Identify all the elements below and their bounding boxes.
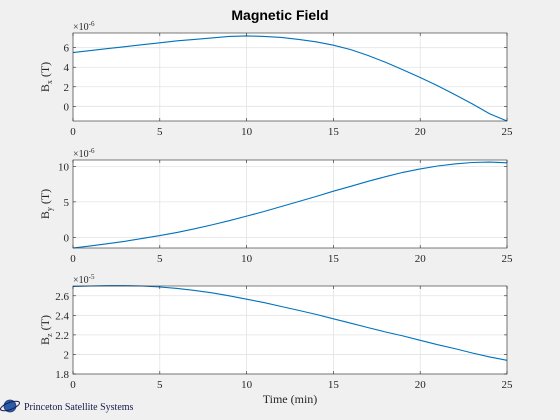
x-tick-label: 10	[241, 379, 253, 391]
globe-orbit-icon	[0, 399, 20, 413]
y-tick-label: 6	[64, 43, 70, 55]
y-tick-label: 0	[64, 232, 70, 244]
y-tick-label: 2.2	[55, 330, 69, 342]
x-tick-label: 15	[328, 126, 340, 138]
x-tick-label: 0	[70, 253, 76, 265]
chart-title: Magnetic Field	[231, 7, 328, 23]
y-tick-label: 10	[58, 161, 70, 173]
y-exponent-label: ×10-5	[73, 273, 95, 286]
x-tick-label: 10	[241, 253, 253, 265]
logo: Princeton Satellite Systems	[0, 399, 134, 413]
x-tick-label: 15	[328, 379, 340, 391]
x-tick-label: 20	[415, 379, 427, 391]
plot-area	[73, 33, 507, 121]
x-tick-label: 25	[502, 253, 514, 265]
series-line	[72, 35, 508, 122]
y-exponent-label: ×10-6	[73, 20, 95, 33]
x-tick-label: 25	[502, 379, 514, 391]
axes-frame	[72, 32, 508, 122]
y-tick-label: 2.4	[55, 310, 69, 322]
axes-3: 0 5 10 15 20 25 1.8 2 2.2 2.4 2.6 ×10-5 Bz (T) Time (…	[38, 273, 513, 406]
plot-area	[73, 286, 507, 374]
y-tick-label: 1.8	[55, 369, 69, 381]
series-line	[72, 161, 508, 249]
y-tick-label: 2.6	[55, 291, 69, 303]
y-tick-label: 4	[64, 62, 70, 74]
x-axis-label: Time (min)	[263, 392, 318, 406]
x-tick-label: 0	[70, 379, 76, 391]
x-tick-label: 5	[157, 126, 163, 138]
axes-frame	[72, 159, 508, 249]
y-axis-label: Bz (T)	[38, 315, 54, 345]
y-axis-label: Bx (T)	[38, 62, 54, 92]
x-tick-label: 25	[502, 126, 514, 138]
axes-frame	[72, 285, 508, 375]
x-tick-label: 20	[415, 253, 427, 265]
y-exponent-label: ×10-6	[73, 147, 95, 160]
x-tick-label: 5	[157, 379, 163, 391]
x-tick-label: 20	[415, 126, 427, 138]
x-tick-label: 5	[157, 253, 163, 265]
axes-1: 0 5 10 15 20 25 0 2 4 6×10-6 Bx (T)	[38, 20, 513, 138]
x-tick-label: 0	[70, 126, 76, 138]
y-tick-label: 2	[64, 349, 70, 361]
logo-text: Princeton Satellite Systems	[24, 402, 134, 413]
y-tick-label: 5	[64, 197, 70, 209]
x-tick-label: 15	[328, 253, 340, 265]
y-tick-label: 2	[64, 82, 70, 94]
y-axis-label: By (T)	[38, 189, 54, 219]
x-tick-label: 10	[241, 126, 253, 138]
y-tick-label: 0	[64, 101, 70, 113]
